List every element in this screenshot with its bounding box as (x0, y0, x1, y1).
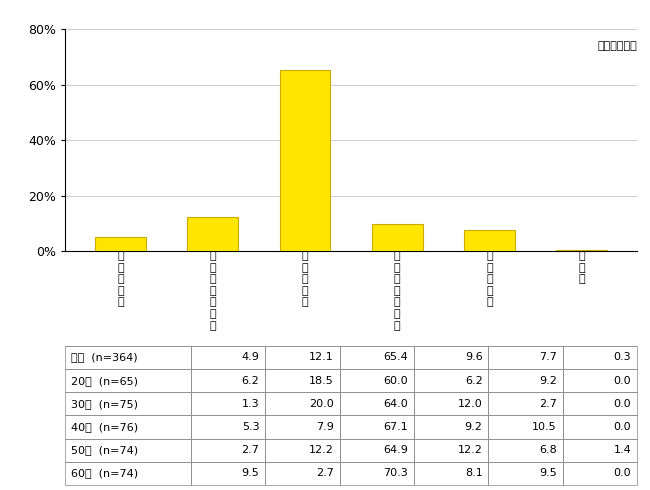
Text: 無
回
答: 無 回 答 (578, 251, 585, 284)
Bar (191, 416, 265, 439)
Text: や
や
増
や
し
た
い: や や 増 や し た い (209, 251, 216, 331)
Bar (488, 416, 563, 439)
Bar (414, 439, 488, 462)
Bar (265, 416, 339, 439)
Text: 全体  (n=364): 全体 (n=364) (71, 352, 137, 363)
Text: 64.9: 64.9 (384, 445, 408, 455)
Text: 9.2: 9.2 (465, 422, 482, 432)
Bar (563, 462, 637, 485)
Bar (65, 416, 191, 439)
Text: 0.0: 0.0 (614, 376, 631, 386)
Bar (464, 230, 515, 251)
Bar (563, 392, 637, 416)
Text: 60代  (n=74): 60代 (n=74) (71, 468, 138, 479)
Text: 12.2: 12.2 (458, 445, 482, 455)
Bar (372, 224, 422, 251)
Text: 67.1: 67.1 (384, 422, 408, 432)
Text: 7.7: 7.7 (539, 352, 557, 363)
Text: 40代  (n=76): 40代 (n=76) (71, 422, 138, 432)
Text: 0.0: 0.0 (614, 468, 631, 479)
Bar (339, 346, 414, 369)
Bar (191, 462, 265, 485)
Bar (65, 462, 191, 485)
Text: 6.2: 6.2 (242, 376, 259, 386)
Text: 0.0: 0.0 (614, 422, 631, 432)
Text: 9.5: 9.5 (242, 468, 259, 479)
Bar (65, 369, 191, 392)
Bar (414, 369, 488, 392)
Text: 0.0: 0.0 (614, 399, 631, 409)
Bar (556, 250, 607, 251)
Text: 0.3: 0.3 (614, 352, 631, 363)
Text: 10.5: 10.5 (532, 422, 557, 432)
Bar (563, 369, 637, 392)
Text: 18.5: 18.5 (309, 376, 334, 386)
Text: 20.0: 20.0 (309, 399, 334, 409)
Bar (65, 392, 191, 416)
Text: 12.0: 12.0 (458, 399, 482, 409)
Text: 9.2: 9.2 (539, 376, 557, 386)
Text: 30代  (n=75): 30代 (n=75) (71, 399, 138, 409)
Text: 2.7: 2.7 (539, 399, 557, 409)
Text: 50代  (n=74): 50代 (n=74) (71, 445, 138, 455)
Bar (414, 416, 488, 439)
Text: や
や
減
ら
し
た
い: や や 減 ら し た い (394, 251, 400, 331)
Text: 減
ら
し
た
い: 減 ら し た い (486, 251, 493, 307)
Bar (339, 439, 414, 462)
Bar (339, 462, 414, 485)
Text: 6.2: 6.2 (465, 376, 482, 386)
Bar (563, 346, 637, 369)
Bar (339, 369, 414, 392)
Bar (191, 392, 265, 416)
Text: 64.0: 64.0 (384, 399, 408, 409)
Text: 2.7: 2.7 (242, 445, 259, 455)
Text: （単位：％）: （単位：％） (597, 42, 637, 51)
Bar (339, 416, 414, 439)
Bar (563, 439, 637, 462)
Text: 20代  (n=65): 20代 (n=65) (71, 376, 138, 386)
Text: 70.3: 70.3 (384, 468, 408, 479)
Text: 2.7: 2.7 (316, 468, 334, 479)
Bar (265, 462, 339, 485)
Text: 7.9: 7.9 (316, 422, 334, 432)
Text: 12.2: 12.2 (309, 445, 334, 455)
Bar (563, 416, 637, 439)
Bar (488, 346, 563, 369)
Bar (191, 439, 265, 462)
Bar (65, 439, 191, 462)
Bar (265, 439, 339, 462)
Bar (187, 218, 238, 251)
Text: 1.3: 1.3 (242, 399, 259, 409)
Bar (488, 392, 563, 416)
Text: 増
や
し
た
い: 増 や し た い (117, 251, 124, 307)
Bar (65, 346, 191, 369)
Text: 1.4: 1.4 (614, 445, 631, 455)
Text: 12.1: 12.1 (309, 352, 334, 363)
Bar (191, 369, 265, 392)
Bar (414, 462, 488, 485)
Text: 9.5: 9.5 (539, 468, 557, 479)
Bar (488, 462, 563, 485)
Bar (191, 346, 265, 369)
Text: 5.3: 5.3 (242, 422, 259, 432)
Text: 4.9: 4.9 (242, 352, 259, 363)
Bar (265, 392, 339, 416)
Bar (414, 392, 488, 416)
Text: 9.6: 9.6 (465, 352, 482, 363)
Bar (488, 439, 563, 462)
Bar (488, 369, 563, 392)
Bar (339, 392, 414, 416)
Bar (265, 346, 339, 369)
Bar (414, 346, 488, 369)
Bar (95, 237, 146, 251)
Text: 60.0: 60.0 (384, 376, 408, 386)
Text: 65.4: 65.4 (384, 352, 408, 363)
Text: 8.1: 8.1 (465, 468, 482, 479)
Text: 変
わ
ら
な
い: 変 わ ら な い (302, 251, 308, 307)
Text: 6.8: 6.8 (539, 445, 557, 455)
Bar (280, 70, 330, 251)
Bar (265, 369, 339, 392)
